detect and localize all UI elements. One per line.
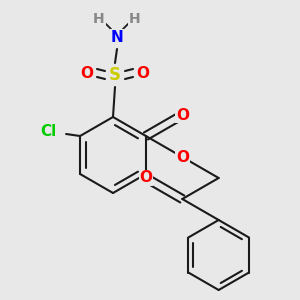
Text: Cl: Cl: [40, 124, 56, 139]
Text: O: O: [140, 170, 152, 185]
Text: H: H: [129, 12, 141, 26]
Text: O: O: [176, 107, 189, 122]
Text: O: O: [136, 65, 149, 80]
Text: S: S: [109, 66, 121, 84]
Text: O: O: [176, 149, 189, 164]
Text: N: N: [111, 29, 123, 44]
Text: O: O: [80, 65, 94, 80]
Text: H: H: [93, 12, 105, 26]
